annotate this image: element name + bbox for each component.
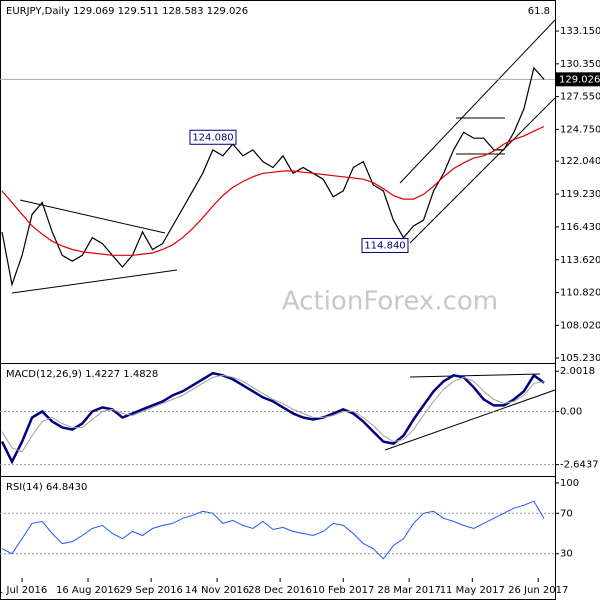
y-tick-label: 124.750 bbox=[560, 124, 600, 135]
x-tick-label: 1 Jul 2016 bbox=[0, 585, 47, 596]
y-tick-label: -2.6437 bbox=[560, 460, 599, 471]
series-line bbox=[0, 371, 545, 465]
y-tick-label: 110.820 bbox=[560, 288, 600, 299]
x-tick-label: 16 Aug 2016 bbox=[56, 585, 120, 596]
annotation-box bbox=[361, 237, 409, 253]
trend-lines bbox=[11, 19, 556, 451]
x-tick-label: 26 Jun 2017 bbox=[508, 585, 568, 596]
annotation-label: 114.840 bbox=[364, 240, 405, 251]
y-tick-label: 113.620 bbox=[560, 255, 600, 266]
trend-line bbox=[409, 373, 541, 378]
trend-line bbox=[11, 269, 178, 294]
trend-line bbox=[384, 389, 556, 451]
annotation-label: 124.080 bbox=[192, 132, 233, 143]
series-line bbox=[1, 374, 545, 453]
y-tick-label: 100 bbox=[560, 478, 579, 489]
watermark: ActionForex.com bbox=[282, 287, 498, 317]
corner-label: 61.8 bbox=[528, 6, 550, 17]
y-tick-label: 133.150 bbox=[560, 26, 600, 37]
y-tick-label: 2.0018 bbox=[560, 366, 595, 377]
y-tick-label: 105.230 bbox=[560, 353, 600, 364]
panel-title: MACD(12,26,9) 1.4227 1.4828 bbox=[6, 369, 158, 380]
y-tick-label: 30 bbox=[560, 549, 573, 560]
x-tick-label: 29 Sep 2016 bbox=[119, 585, 182, 596]
x-tick-label: 10 Feb 2017 bbox=[312, 585, 374, 596]
y-tick-label: 70 bbox=[560, 508, 573, 519]
trend-line bbox=[19, 199, 166, 234]
y-tick-label: 127.550 bbox=[560, 92, 600, 103]
series-line bbox=[1, 125, 545, 256]
y-tick-label: 119.230 bbox=[560, 189, 600, 200]
x-tick-label: 28 Dec 2016 bbox=[248, 585, 312, 596]
y-tick-label: 108.020 bbox=[560, 320, 600, 331]
y-tick-label: 116.430 bbox=[560, 222, 600, 233]
x-tick-label: 14 Nov 2016 bbox=[185, 585, 249, 596]
y-tick-label: 122.040 bbox=[560, 156, 600, 167]
last-price-label: 129.026 bbox=[559, 74, 600, 85]
annotation-box bbox=[189, 129, 237, 145]
trend-line bbox=[399, 19, 556, 184]
series-line bbox=[1, 66, 545, 287]
x-tick-label: 11 May 2017 bbox=[440, 585, 505, 596]
last-price-box bbox=[555, 72, 600, 87]
y-tick-label: 130.350 bbox=[560, 59, 600, 70]
y-tick-label: 0.00 bbox=[560, 406, 582, 417]
panel-title: RSI(14) 64.8430 bbox=[6, 482, 87, 493]
trend-line bbox=[409, 97, 556, 244]
series-line bbox=[1, 500, 545, 560]
x-tick-label: 28 Mar 2017 bbox=[377, 585, 440, 596]
panel-title: EURJPY,Daily 129.069 129.511 128.583 129… bbox=[6, 6, 248, 17]
